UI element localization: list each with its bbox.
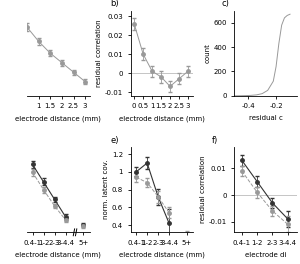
X-axis label: electrode di: electrode di — [245, 252, 286, 257]
Y-axis label: count: count — [204, 43, 210, 63]
X-axis label: electrode distance (mm): electrode distance (mm) — [119, 252, 205, 258]
Text: f): f) — [212, 136, 218, 145]
Text: c): c) — [222, 0, 230, 8]
X-axis label: residual c: residual c — [249, 115, 283, 121]
Y-axis label: residual correlation: residual correlation — [96, 19, 102, 87]
X-axis label: electrode distance (mm): electrode distance (mm) — [119, 115, 205, 121]
Y-axis label: norm. latent cov.: norm. latent cov. — [103, 160, 109, 219]
Text: e): e) — [110, 136, 119, 145]
Text: b): b) — [110, 0, 119, 8]
Y-axis label: residual correlation: residual correlation — [200, 156, 206, 224]
X-axis label: electrode distance (mm): electrode distance (mm) — [16, 115, 101, 121]
X-axis label: electrode distance (mm): electrode distance (mm) — [16, 252, 101, 258]
